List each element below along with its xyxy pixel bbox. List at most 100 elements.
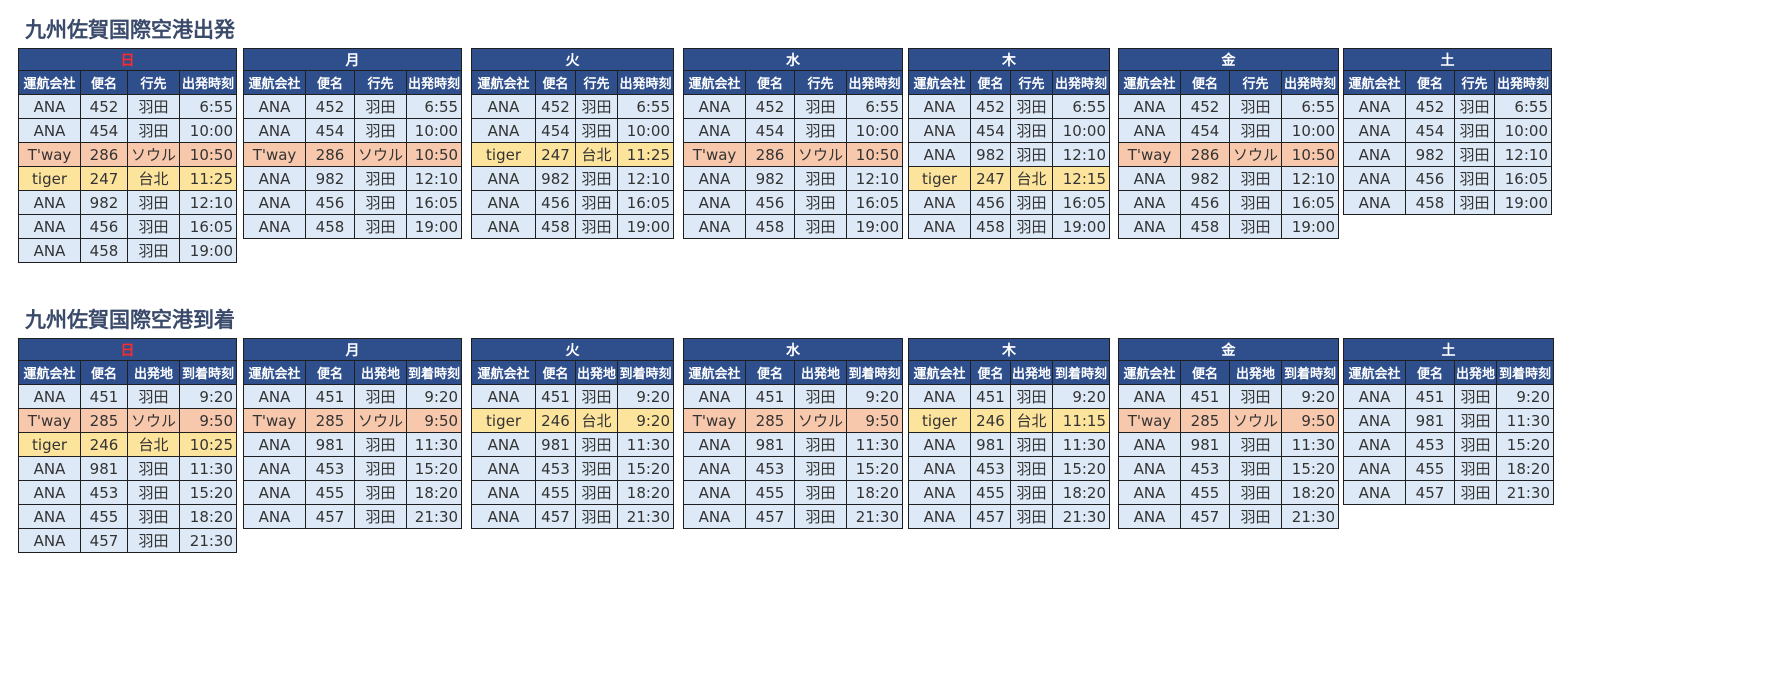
city-cell: 羽田	[1010, 190, 1053, 215]
column-header-row: 運航会社 便名 出発地 到着時刻	[471, 360, 675, 385]
airline-cell: ANA	[1118, 384, 1181, 409]
flight-row: ANA 453 羽田 15:20	[471, 456, 675, 481]
time-cell: 9:50	[846, 408, 904, 433]
flight-number-cell: 456	[535, 190, 576, 215]
column-header-row: 運航会社 便名 出発地 到着時刻	[1118, 360, 1340, 385]
airline-cell: ANA	[1118, 432, 1181, 457]
flight-number-cell: 454	[535, 118, 576, 143]
city-cell: 羽田	[1453, 408, 1498, 433]
flight-number-cell: 457	[1180, 504, 1230, 529]
flight-row: T'way 286 ソウル 10:50	[1118, 142, 1340, 167]
time-cell: 9:20	[617, 408, 675, 433]
schedule-table-day: 木運航会社 便名 行先 出発時刻 ANA 452 羽田 6:55 ANA 454 羽田 10:00 AN…	[908, 48, 1110, 239]
airline-cell: ANA	[683, 214, 746, 239]
flight-number-cell: 451	[535, 384, 576, 409]
airline-cell: ANA	[243, 480, 306, 505]
day-header-row: 土	[1342, 338, 1555, 361]
schedule-table-day: 木運航会社 便名 出発地 到着時刻 ANA 451 羽田 9:20 tiger 246 台北 11:1…	[907, 338, 1111, 529]
city-cell: 羽田	[1453, 384, 1498, 409]
flight-number-cell: 454	[80, 118, 128, 143]
city-cell: 羽田	[353, 456, 408, 481]
flight-number-cell: 454	[1405, 118, 1455, 143]
airline-cell: ANA	[471, 118, 536, 143]
flight-number-cell: 981	[535, 432, 576, 457]
time-cell: 15:20	[179, 480, 238, 505]
time-cell: 15:20	[846, 456, 904, 481]
column-header: 便名	[970, 70, 1011, 95]
day-label: 火	[471, 48, 674, 71]
airline-cell: ANA	[683, 166, 746, 191]
flight-number-cell: 456	[1405, 166, 1455, 191]
time-cell: 12:10	[846, 166, 904, 191]
city-cell: 羽田	[1009, 480, 1054, 505]
flight-number-cell: 458	[970, 214, 1011, 239]
column-header: 運航会社	[1343, 70, 1406, 95]
flight-number-cell: 982	[745, 166, 795, 191]
flight-number-cell: 982	[305, 166, 355, 191]
time-cell: 10:00	[406, 118, 463, 143]
flight-row: ANA 452 羽田 6:55	[18, 94, 238, 119]
departures-tables: 日運航会社 便名 行先 出発時刻 ANA 452 羽田 6:55 ANA 454 羽田 10:00 T'…	[0, 48, 1771, 308]
column-header: 便名	[1180, 70, 1230, 95]
day-label: 月	[242, 48, 463, 71]
city-cell: ソウル	[126, 408, 181, 433]
time-cell: 19:00	[1052, 214, 1110, 239]
column-header: 運航会社	[18, 70, 81, 95]
flight-number-cell: 452	[970, 94, 1011, 119]
city-cell: ソウル	[1228, 142, 1283, 167]
section-title: 九州佐賀国際空港出発	[25, 18, 235, 42]
time-cell: 18:20	[1496, 456, 1555, 481]
time-cell: 9:50	[406, 408, 463, 433]
city-cell: ソウル	[353, 142, 408, 167]
day-header-row: 火	[470, 338, 675, 361]
time-cell: 10:00	[617, 118, 674, 143]
airline-cell: ANA	[18, 384, 81, 409]
city-cell: 羽田	[1010, 94, 1053, 119]
column-header: 運航会社	[471, 70, 536, 95]
time-cell: 15:20	[1052, 456, 1111, 481]
airline-cell: ANA	[471, 504, 536, 529]
day-label: 火	[470, 338, 675, 361]
flight-number-cell: 456	[745, 190, 795, 215]
airline-cell: ANA	[1343, 94, 1406, 119]
flight-number-cell: 286	[80, 142, 128, 167]
flight-number-cell: 982	[970, 142, 1011, 167]
airline-cell: ANA	[18, 118, 81, 143]
flight-number-cell: 981	[1405, 408, 1455, 433]
flight-row: ANA 457 羽田 21:30	[1118, 504, 1340, 529]
airline-cell: ANA	[243, 214, 306, 239]
city-cell: 羽田	[574, 432, 619, 457]
airline-cell: ANA	[908, 118, 971, 143]
city-cell: 羽田	[353, 504, 408, 529]
flight-row: T'way 286 ソウル 10:50	[243, 142, 463, 167]
city-cell: 羽田	[793, 384, 848, 409]
column-header: 到着時刻	[406, 360, 463, 385]
flight-number-cell: 982	[535, 166, 576, 191]
airline-cell: T'way	[1118, 408, 1181, 433]
city-cell: 羽田	[575, 166, 618, 191]
time-cell: 11:30	[1281, 432, 1340, 457]
flight-row: T'way 285 ソウル 9:50	[18, 408, 238, 433]
airline-cell: ANA	[1343, 142, 1406, 167]
flight-number-cell: 455	[970, 480, 1011, 505]
flight-row: T'way 286 ソウル 10:50	[683, 142, 904, 167]
column-header: 到着時刻	[1496, 360, 1555, 385]
city-cell: 羽田	[353, 214, 408, 239]
time-cell: 18:20	[406, 480, 463, 505]
flight-number-cell: 451	[970, 384, 1011, 409]
flight-row: ANA 451 羽田 9:20	[243, 384, 463, 409]
column-header: 便名	[535, 360, 576, 385]
schedule-table-day: 日運航会社 便名 出発地 到着時刻 ANA 451 羽田 9:20 T'way 285 ソウル 9:5…	[17, 338, 238, 553]
city-cell: 羽田	[353, 118, 408, 143]
day-header-row: 火	[471, 48, 674, 71]
airline-cell: ANA	[18, 94, 81, 119]
flight-row: ANA 456 羽田 16:05	[1343, 166, 1552, 191]
airline-cell: T'way	[683, 142, 746, 167]
airline-cell: ANA	[243, 190, 306, 215]
flight-row: ANA 455 羽田 18:20	[1343, 456, 1555, 481]
airline-cell: ANA	[1343, 456, 1406, 481]
section-title: 九州佐賀国際空港到着	[25, 308, 235, 332]
time-cell: 12:10	[1052, 142, 1110, 167]
airline-cell: ANA	[471, 384, 536, 409]
column-header: 運航会社	[1118, 70, 1181, 95]
